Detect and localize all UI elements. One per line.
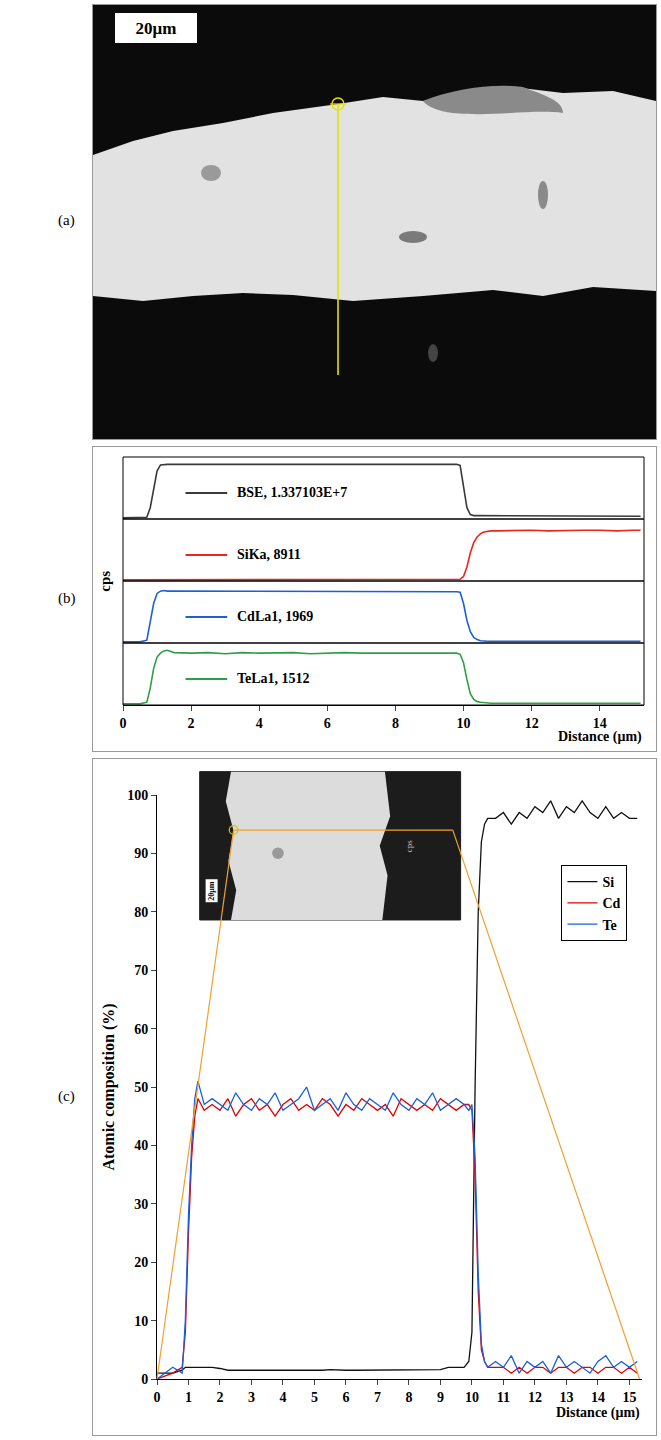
svg-text:20: 20: [134, 1255, 148, 1270]
svg-text:cps: cps: [404, 840, 414, 852]
html-text:(b): (b): [58, 590, 76, 606]
svg-text:60: 60: [134, 1022, 148, 1037]
svg-text:10: 10: [465, 1390, 479, 1405]
svg-text:Distance (μm): Distance (μm): [556, 1405, 640, 1421]
svg-text:80: 80: [134, 905, 148, 920]
svg-text:Distance (μm): Distance (μm): [558, 729, 642, 745]
svg-text:Atomic composition (%): Atomic composition (%): [100, 1003, 118, 1170]
svg-text:6: 6: [324, 716, 331, 731]
svg-text:8: 8: [392, 716, 399, 731]
svg-text:50: 50: [134, 1080, 148, 1095]
svg-text:2: 2: [188, 716, 195, 731]
svg-text:CdLa1, 1969: CdLa1, 1969: [237, 609, 313, 624]
svg-text:9: 9: [437, 1390, 444, 1405]
svg-text:100: 100: [127, 788, 148, 803]
svg-text:7: 7: [374, 1390, 381, 1405]
svg-text:1: 1: [185, 1390, 192, 1405]
svg-text:Te: Te: [602, 918, 616, 933]
svg-text:4: 4: [279, 1390, 286, 1405]
svg-text:20μm: 20μm: [207, 881, 216, 901]
svg-text:SiKa, 8911: SiKa, 8911: [237, 547, 301, 562]
svg-text:0: 0: [141, 1372, 148, 1387]
svg-text:2: 2: [216, 1390, 223, 1405]
svg-text:8: 8: [405, 1390, 412, 1405]
svg-text:12: 12: [525, 716, 539, 731]
svg-text:0: 0: [154, 1390, 161, 1405]
svg-text:6: 6: [342, 1390, 349, 1405]
svg-text:3: 3: [248, 1390, 255, 1405]
svg-text:5: 5: [311, 1390, 318, 1405]
svg-text:0: 0: [120, 716, 127, 731]
svg-text:Cd: Cd: [602, 896, 620, 911]
svg-text:Si: Si: [602, 875, 614, 890]
svg-text:BSE, 1.337103E+7: BSE, 1.337103E+7: [237, 485, 347, 500]
svg-text:20μm: 20μm: [136, 19, 177, 38]
svg-text:10: 10: [134, 1314, 148, 1329]
svg-text:30: 30: [134, 1197, 148, 1212]
svg-text:40: 40: [134, 1138, 148, 1153]
svg-text:70: 70: [134, 963, 148, 978]
svg-text:90: 90: [134, 846, 148, 861]
svg-text:10: 10: [457, 716, 471, 731]
svg-text:14: 14: [591, 1390, 605, 1405]
svg-text:12: 12: [528, 1390, 542, 1405]
svg-text:15: 15: [622, 1390, 636, 1405]
svg-text:4: 4: [256, 716, 263, 731]
svg-text:13: 13: [559, 1390, 573, 1405]
svg-text:cps: cps: [97, 571, 113, 592]
html-text:(a): (a): [58, 212, 75, 228]
svg-text:14: 14: [593, 716, 607, 731]
html-text:(c): (c): [58, 1088, 75, 1104]
svg-text:11: 11: [497, 1390, 510, 1405]
svg-text:TeLa1, 1512: TeLa1, 1512: [237, 671, 310, 686]
